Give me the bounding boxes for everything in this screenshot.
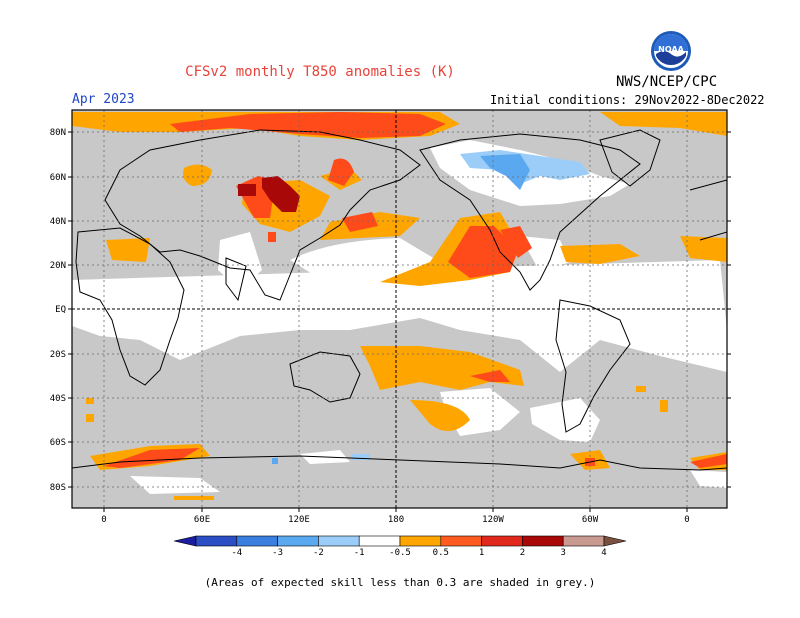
colorbar-swatch	[481, 535, 523, 547]
lon-label: 0	[684, 515, 689, 525]
colorbar-swatch	[399, 535, 442, 547]
anomaly-2-3	[238, 176, 300, 212]
graticule	[72, 110, 727, 508]
colorbar-swatch	[440, 535, 482, 547]
lon-label: 0	[101, 515, 106, 525]
colorbar	[173, 535, 627, 547]
colorbar-label: -2	[313, 548, 324, 558]
near-zero-regions	[72, 140, 727, 494]
forecast-month: Apr 2023	[72, 92, 135, 107]
colorbar-label: -0.5	[389, 548, 411, 558]
logo-text: NOAA	[658, 45, 684, 54]
colorbar-label: 3	[560, 548, 565, 558]
colorbar-labels: -4 -3 -2 -1 -0.5 0.5 1 2 3 4	[231, 548, 606, 558]
map-field	[72, 110, 727, 508]
colorbar-label: -1	[354, 548, 365, 558]
lat-label: 40N	[50, 217, 66, 227]
noaa-logo: NOAA	[651, 31, 691, 71]
lat-ticks	[68, 131, 731, 488]
lon-label: 120E	[288, 515, 310, 525]
lat-label: 40S	[50, 394, 66, 404]
lat-label: 20S	[50, 350, 66, 360]
colorbar-label: 0.5	[433, 548, 449, 558]
colorbar-swatch	[358, 535, 401, 547]
lat-label: 80S	[50, 483, 66, 493]
chart-title: CFSv2 monthly T850 anomalies (K)	[185, 64, 455, 80]
colorbar-arrow-high	[603, 535, 627, 547]
lat-label: 60N	[50, 173, 66, 183]
coastlines	[72, 129, 727, 471]
lon-label: 180	[388, 515, 404, 525]
footnote: (Areas of expected skill less than 0.3 a…	[204, 576, 596, 589]
colorbar-arrow-low	[173, 535, 197, 547]
lon-ticks	[103, 508, 688, 512]
lat-label: 80N	[50, 128, 66, 138]
lat-label: EQ	[55, 305, 66, 315]
lon-label: 60E	[194, 515, 210, 525]
lon-label: 120W	[482, 515, 504, 525]
agency-label: NWS/NCEP/CPC	[616, 74, 718, 90]
colorbar-label: 4	[601, 548, 606, 558]
colorbar-swatch	[522, 535, 564, 547]
lat-label: 60S	[50, 438, 66, 448]
colorbar-label: 2	[520, 548, 525, 558]
colorbar-swatch	[277, 535, 319, 547]
colorbar-label: 1	[479, 548, 484, 558]
colorbar-label: -3	[272, 548, 283, 558]
lat-labels: 80N 60N 40N 20N EQ 20S 40S 60S 80S	[50, 128, 66, 493]
colorbar-swatch	[318, 535, 360, 547]
negative-anomalies	[272, 150, 590, 464]
initial-conditions: Initial conditions: 29Nov2022-8Dec2022	[490, 93, 765, 107]
colorbar-swatch	[195, 535, 238, 547]
equator-dateline	[72, 110, 727, 508]
colorbar-swatch	[236, 535, 278, 547]
colorbar-swatch	[562, 535, 605, 547]
lon-labels: 0 60E 120E 180 120W 60W 0	[101, 515, 689, 525]
colorbar-label: -4	[231, 548, 242, 558]
lat-label: 20N	[50, 261, 66, 271]
lon-label: 60W	[582, 515, 599, 525]
